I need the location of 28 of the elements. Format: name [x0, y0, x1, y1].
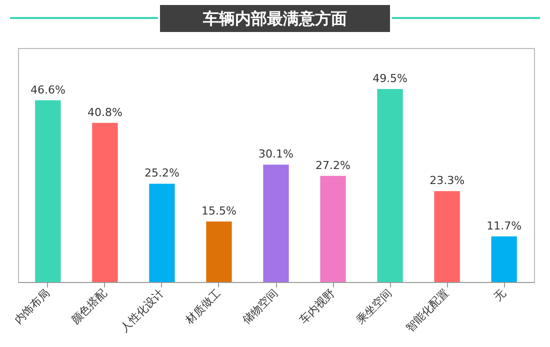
bar — [263, 164, 289, 282]
data-label: 40.8% — [87, 106, 122, 119]
x-tick-label: 储物空间 — [240, 286, 280, 327]
x-tick-label: 智能化配置 — [403, 286, 452, 335]
x-tick-label: 乘坐空间 — [354, 286, 394, 327]
data-label: 46.6% — [30, 83, 66, 96]
bar — [491, 236, 517, 282]
bar — [92, 122, 118, 282]
data-label: 27.2% — [316, 158, 350, 172]
x-tick-label: 内饰布局 — [12, 286, 52, 327]
x-tick-label: 车内视野 — [296, 286, 338, 327]
bar — [377, 88, 403, 282]
x-tick-label: 材质做工 — [182, 286, 224, 328]
bar — [35, 100, 61, 282]
data-label: 23.3% — [430, 174, 465, 188]
x-tick-label: 颜色搭配 — [68, 286, 110, 327]
bar — [320, 176, 346, 282]
bar — [434, 191, 460, 282]
data-label: 11.7% — [486, 219, 522, 232]
chart-title: 车辆内部最满意方面 — [160, 5, 390, 32]
x-tick-label: 人性化设计 — [118, 286, 166, 335]
data-label: 49.5% — [372, 72, 408, 85]
x-tick-label: 无 — [491, 286, 508, 304]
data-label: 25.2% — [144, 166, 180, 180]
bar — [206, 222, 232, 282]
bar — [149, 184, 175, 282]
data-label: 30.1% — [258, 148, 294, 161]
data-label: 15.5% — [202, 204, 236, 218]
